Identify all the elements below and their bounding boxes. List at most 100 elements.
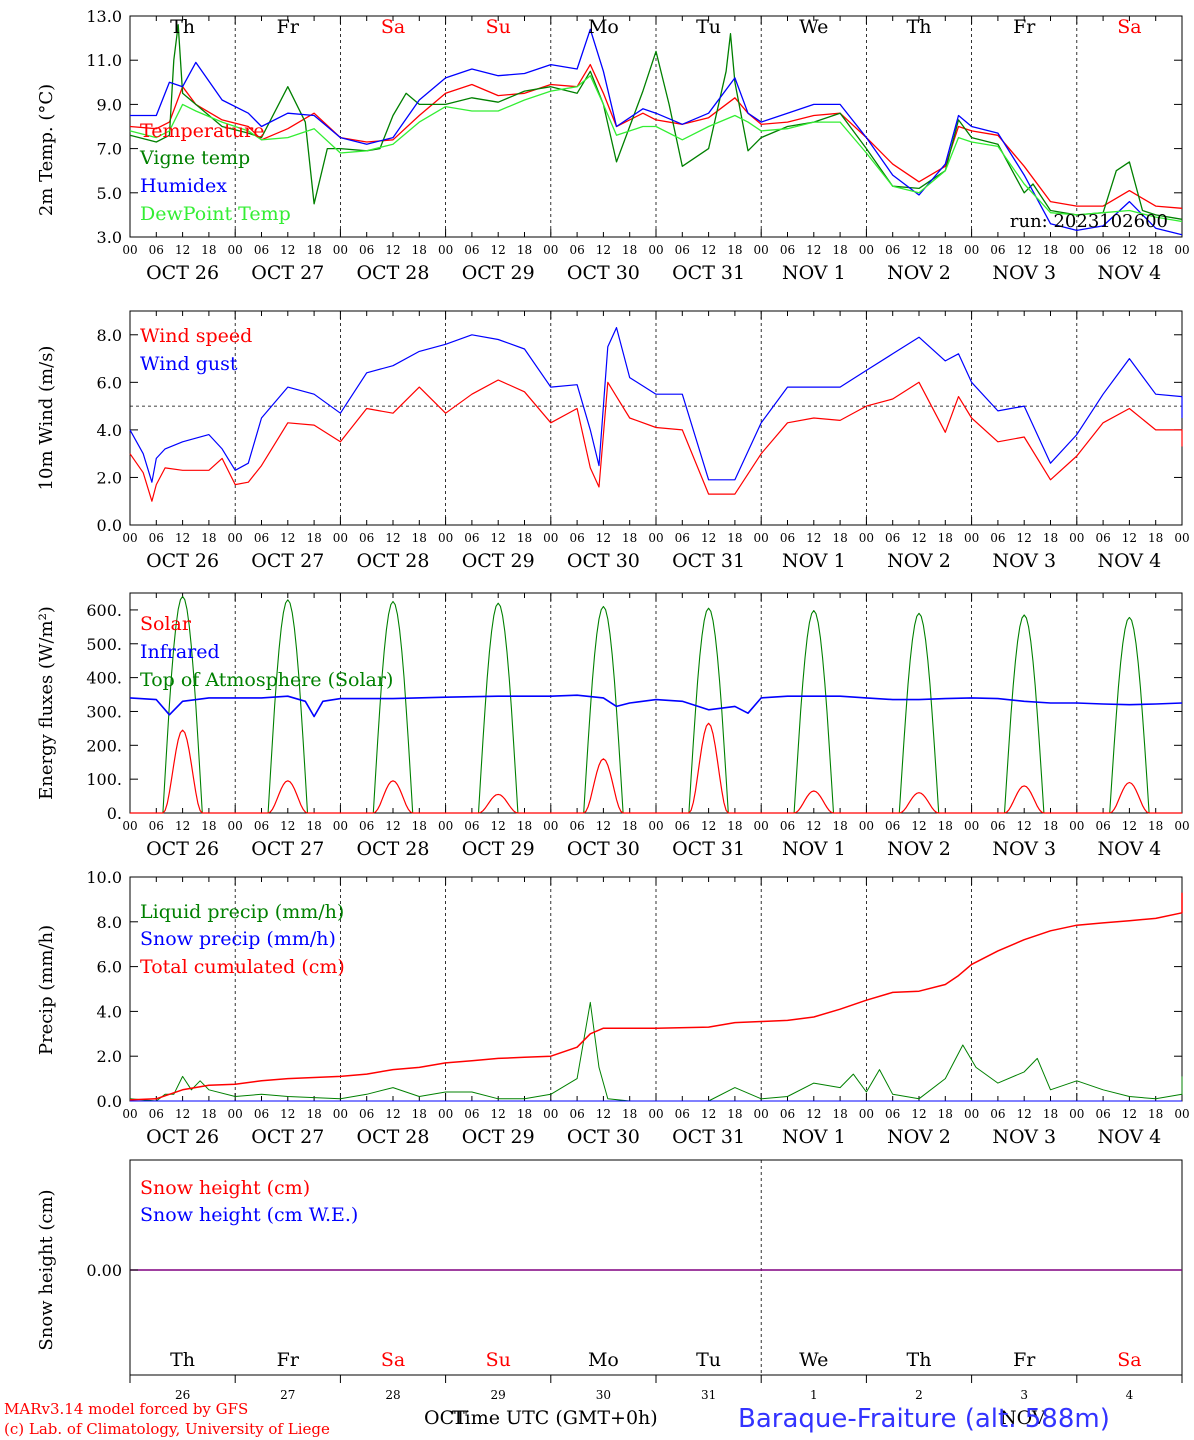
y-tick-label: 11.0 (86, 51, 122, 70)
weekday-label: Th (907, 16, 932, 38)
date-label: OCT 29 (462, 550, 535, 572)
hour-label: 06 (675, 819, 690, 833)
hour-label: 06 (990, 1107, 1005, 1121)
weekday-label: Sa (1117, 16, 1141, 38)
series-humidex (130, 28, 1183, 236)
day-number-label: 1 (810, 1388, 818, 1402)
hour-label: 12 (1017, 531, 1032, 545)
hour-label: 06 (885, 819, 900, 833)
hour-label: 18 (412, 531, 427, 545)
hour-label: 12 (911, 1107, 926, 1121)
hour-label: 06 (464, 1107, 479, 1121)
hour-label: 18 (832, 531, 847, 545)
hour-label: 18 (832, 1107, 847, 1121)
date-label: OCT 30 (567, 1126, 640, 1148)
hour-label: 12 (385, 819, 400, 833)
hour-label: 06 (569, 243, 584, 257)
weekday-label: Su (486, 16, 511, 38)
hour-label: 12 (806, 819, 821, 833)
legend-wind-gust: Wind gust (140, 353, 238, 375)
hour-label: 06 (254, 1107, 269, 1121)
legend-solar: Solar (140, 613, 192, 635)
hour-label: 06 (464, 531, 479, 545)
date-label: NOV 3 (992, 838, 1056, 860)
hour-label: 12 (175, 243, 190, 257)
hour-label: 18 (201, 1107, 216, 1121)
legend-snow-height-cm-: Snow height (cm) (140, 1177, 310, 1199)
date-label: OCT 26 (146, 262, 219, 284)
weekday-label: Sa (381, 16, 405, 38)
hour-label: 06 (990, 243, 1005, 257)
hour-label: 18 (1148, 1107, 1163, 1121)
hour-label: 18 (727, 819, 742, 833)
y-tick-label: 200. (86, 736, 122, 755)
hour-label: 00 (859, 243, 874, 257)
hour-label: 18 (517, 531, 532, 545)
hour-label: 12 (491, 531, 506, 545)
hour-label: 18 (201, 243, 216, 257)
series-infrared (129, 694, 1183, 718)
snow-y-axis-label: Snow height (cm) (36, 1189, 57, 1350)
hour-label: 12 (701, 1107, 716, 1121)
hour-label: 18 (1043, 1107, 1058, 1121)
hour-label: 00 (333, 1107, 348, 1121)
hour-label: 18 (1148, 243, 1163, 257)
weekday-label: Th (170, 16, 195, 38)
hour-label: 00 (648, 1107, 663, 1121)
y-tick-label: 2.0 (97, 468, 122, 487)
date-label: NOV 4 (1098, 1126, 1162, 1148)
hour-label: 18 (306, 1107, 321, 1121)
hour-label: 18 (1148, 819, 1163, 833)
hour-label: 12 (1017, 243, 1032, 257)
hour-label: 00 (438, 531, 453, 545)
hour-label: 00 (964, 243, 979, 257)
hour-label: 12 (911, 819, 926, 833)
date-label: NOV 4 (1098, 262, 1162, 284)
hour-label: 00 (1069, 819, 1084, 833)
y-tick-label: 3.0 (97, 228, 122, 247)
weekday-label: Mo (588, 1349, 619, 1371)
hour-label: 12 (596, 819, 611, 833)
hour-label: 00 (543, 531, 558, 545)
hour-label: 12 (1122, 531, 1137, 545)
hour-label: 12 (491, 819, 506, 833)
hour-label: 18 (727, 1107, 742, 1121)
y-tick-label: 9.0 (97, 95, 122, 114)
hour-label: 18 (201, 531, 216, 545)
hour-label: 00 (543, 819, 558, 833)
hour-label: 18 (622, 531, 637, 545)
hour-label: 12 (806, 1107, 821, 1121)
hour-label: 18 (201, 819, 216, 833)
date-label: NOV 2 (887, 1126, 951, 1148)
hour-label: 00 (1174, 819, 1189, 833)
series-wind-speed (129, 379, 1183, 502)
weekday-label: Fr (1013, 1349, 1036, 1371)
y-tick-label: 0.00 (86, 1261, 122, 1280)
date-label: OCT 30 (567, 262, 640, 284)
date-label: OCT 29 (462, 262, 535, 284)
y-tick-label: 6.0 (97, 373, 122, 392)
model-credit: MARv3.14 model forced by GFS (4, 1400, 249, 1418)
hour-label: 06 (675, 531, 690, 545)
hour-label: 06 (359, 243, 374, 257)
hour-label: 00 (754, 243, 769, 257)
hour-label: 00 (122, 243, 137, 257)
hour-label: 18 (622, 243, 637, 257)
hour-label: 12 (491, 1107, 506, 1121)
hour-label: 18 (1043, 531, 1058, 545)
hour-label: 06 (569, 1107, 584, 1121)
weekday-label: Fr (1013, 16, 1036, 38)
hour-label: 06 (780, 1107, 795, 1121)
hour-label: 00 (228, 1107, 243, 1121)
hour-label: 00 (1069, 1107, 1084, 1121)
hour-label: 12 (280, 243, 295, 257)
hour-label: 12 (596, 243, 611, 257)
date-label: OCT 28 (356, 838, 429, 860)
y-tick-label: 400. (86, 669, 122, 688)
y-tick-label: 0.0 (97, 1092, 122, 1111)
hour-label: 00 (859, 1107, 874, 1121)
hour-label: 12 (491, 243, 506, 257)
date-label: NOV 2 (887, 550, 951, 572)
date-label: NOV 4 (1098, 838, 1162, 860)
